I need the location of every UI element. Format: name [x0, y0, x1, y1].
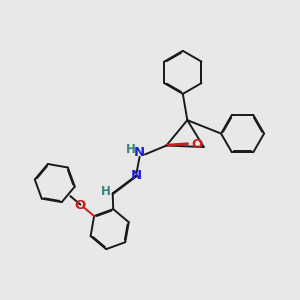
Text: H: H — [101, 185, 111, 198]
Text: N: N — [131, 169, 142, 182]
Text: N: N — [134, 146, 145, 160]
Text: H: H — [126, 142, 136, 156]
Text: O: O — [192, 137, 203, 151]
Text: O: O — [74, 200, 85, 212]
